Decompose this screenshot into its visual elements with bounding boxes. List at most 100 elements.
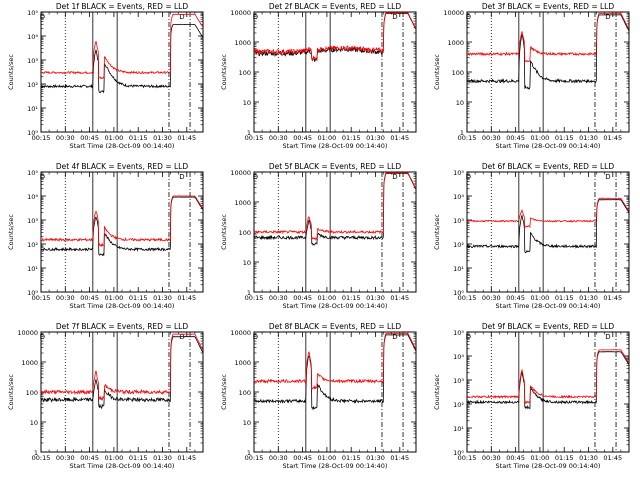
y-axis-label: Counts/sec: [220, 214, 228, 250]
y-axis-label: Counts/sec: [7, 374, 15, 410]
marker-letter: D: [253, 333, 258, 341]
y-tick-label: 10³: [27, 217, 38, 225]
y-tick-label: 10000: [230, 329, 251, 337]
y-tick-label: 10²: [27, 81, 38, 89]
x-tick-label: 01:45: [177, 454, 196, 462]
x-axis-label: Start Time (28-Oct-09 00:14:40): [496, 142, 601, 150]
y-tick-label: 10⁰: [27, 129, 38, 137]
x-tick-label: 00:30: [482, 454, 501, 462]
chart-panel-3: Det 3f BLACK = Events, RED = LLD Counts/s…: [433, 2, 630, 150]
x-tick-label: 01:00: [318, 454, 337, 462]
series-line-events: [40, 23, 203, 94]
marker-letter: D: [466, 333, 471, 341]
y-tick-label: 10000: [17, 329, 38, 337]
y-tick-label: 100: [239, 229, 251, 237]
chart-panel-8: Det 8f BLACK = Events, RED = LLD Counts/s…: [220, 322, 417, 470]
y-tick-label: 10⁰: [453, 449, 464, 457]
x-tick-label: 01:45: [177, 134, 196, 142]
chart-panel-5: Det 5f BLACK = Events, RED = LLD Counts/s…: [220, 162, 417, 310]
y-tick-label: 10¹: [27, 265, 38, 273]
marker-letter: D: [466, 173, 471, 181]
series-line-events: [466, 351, 629, 410]
x-tick-label: 01:00: [531, 294, 550, 302]
y-tick-label: 10000: [230, 169, 251, 177]
x-tick-label: 01:15: [555, 294, 574, 302]
y-tick-label: 1000: [234, 199, 251, 207]
y-tick-label: 10⁰: [453, 289, 464, 297]
x-axis-label: Start Time (28-Oct-09 00:14:40): [70, 302, 175, 310]
x-tick-label: 00:15: [458, 134, 477, 142]
chart-title: Det 2f BLACK = Events, RED = LLD: [269, 2, 402, 11]
series-line-events: [40, 336, 203, 410]
marker-letter: D: [392, 333, 397, 341]
x-tick-label: 00:30: [56, 294, 75, 302]
series-line-events: [253, 334, 416, 411]
x-tick-label: 01:15: [342, 134, 361, 142]
marker-letter: D: [40, 173, 45, 181]
x-tick-label: 00:45: [80, 454, 99, 462]
y-tick-label: 10⁰: [27, 289, 38, 297]
y-tick-label: 10¹: [27, 105, 38, 113]
x-tick-label: 00:15: [32, 294, 51, 302]
x-axis-label: Start Time (28-Oct-09 00:14:40): [70, 142, 175, 150]
y-tick-label: 10²: [453, 241, 464, 249]
x-tick-label: 00:15: [245, 454, 264, 462]
chart-title: Det 3f BLACK = Events, RED = LLD: [482, 2, 615, 11]
x-axis-label: Start Time (28-Oct-09 00:14:40): [283, 302, 388, 310]
chart-panel-6: Det 6f BLACK = Events, RED = LLD Counts/s…: [433, 162, 630, 310]
x-tick-label: 01:30: [366, 294, 385, 302]
y-tick-label: 10⁴: [453, 193, 464, 201]
x-tick-label: 00:45: [506, 294, 525, 302]
x-tick-label: 00:45: [506, 134, 525, 142]
x-tick-label: 01:45: [603, 294, 622, 302]
x-tick-label: 00:45: [506, 454, 525, 462]
series-line-lld: [466, 12, 629, 63]
y-tick-label: 1000: [447, 39, 464, 47]
chart-title: Det 7f BLACK = Events, RED = LLD: [56, 322, 189, 331]
x-tick-label: 01:00: [318, 294, 337, 302]
x-tick-label: 01:00: [105, 294, 124, 302]
y-tick-label: 1000: [234, 359, 251, 367]
y-tick-label: 10000: [230, 9, 251, 17]
y-tick-label: 10⁵: [27, 169, 38, 177]
y-tick-label: 1: [34, 449, 38, 457]
x-tick-label: 01:30: [153, 134, 172, 142]
series-line-lld: [253, 12, 416, 62]
x-tick-label: 00:15: [32, 134, 51, 142]
y-tick-label: 10³: [453, 377, 464, 385]
chart-title: Det 6f BLACK = Events, RED = LLD: [482, 162, 615, 171]
x-tick-label: 01:45: [390, 294, 409, 302]
x-tick-label: 00:15: [245, 134, 264, 142]
y-axis-label: Counts/sec: [433, 374, 441, 410]
x-tick-label: 01:45: [390, 134, 409, 142]
x-axis-label: Start Time (28-Oct-09 00:14:40): [496, 462, 601, 470]
x-tick-label: 00:15: [458, 294, 477, 302]
y-tick-label: 10⁴: [27, 193, 38, 201]
y-tick-label: 10⁴: [27, 33, 38, 41]
y-tick-label: 1: [247, 449, 251, 457]
y-tick-label: 100: [239, 389, 251, 397]
marker-letter: D: [253, 13, 258, 21]
series-line-lld: [466, 197, 629, 228]
x-axis-label: Start Time (28-Oct-09 00:14:40): [283, 462, 388, 470]
x-tick-label: 01:15: [129, 294, 148, 302]
marker-letter: D: [40, 333, 45, 341]
chart-title: Det 9f BLACK = Events, RED = LLD: [482, 322, 615, 331]
x-tick-label: 01:30: [579, 294, 598, 302]
chart-panel-7: Det 7f BLACK = Events, RED = LLD Counts/s…: [7, 322, 204, 470]
x-tick-label: 01:15: [555, 134, 574, 142]
y-tick-label: 10¹: [453, 425, 464, 433]
y-axis-label: Counts/sec: [7, 214, 15, 250]
y-tick-label: 1000: [234, 39, 251, 47]
x-tick-label: 01:15: [342, 294, 361, 302]
x-tick-label: 01:00: [531, 454, 550, 462]
y-axis-label: Counts/sec: [433, 214, 441, 250]
y-axis-label: Counts/sec: [7, 54, 15, 90]
y-tick-label: 1: [247, 129, 251, 137]
x-tick-label: 00:45: [293, 294, 312, 302]
series-line-lld: [253, 332, 416, 390]
x-tick-label: 01:15: [129, 454, 148, 462]
y-axis-label: Counts/sec: [220, 54, 228, 90]
x-tick-label: 01:45: [603, 134, 622, 142]
series-line-events: [40, 196, 203, 257]
